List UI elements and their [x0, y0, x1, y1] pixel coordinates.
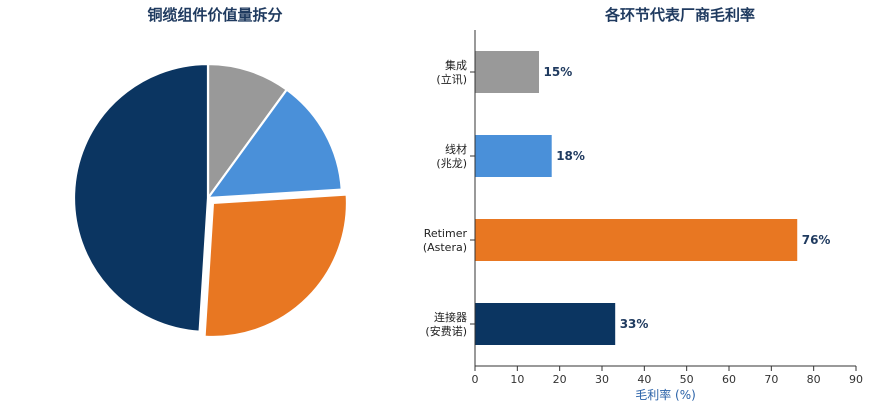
pie-slice-4: [72, 62, 210, 333]
pie-chart: [72, 62, 349, 339]
bar-4: [475, 303, 616, 345]
category-label: 集成: [445, 58, 467, 72]
bar-3: [475, 219, 798, 261]
bar-chart-title: 各环节代表厂商毛利率: [604, 6, 755, 24]
x-tick-label: 80: [807, 373, 821, 386]
x-tick-label: 50: [680, 373, 694, 386]
pie-chart-title: 铜缆组件价值量拆分: [147, 6, 283, 24]
category-label: Retimer: [424, 227, 468, 240]
x-tick-label: 90: [849, 373, 863, 386]
category-sublabel: (安费诺): [425, 324, 467, 338]
x-tick-label: 10: [510, 373, 524, 386]
category-sublabel: (Astera): [423, 241, 467, 254]
x-tick-label: 70: [764, 373, 778, 386]
data-label: 33%: [620, 317, 649, 331]
data-label: 76%: [802, 233, 831, 247]
x-axis-label: 毛利率 (%): [635, 387, 696, 402]
category-label: 线材: [445, 142, 467, 156]
x-tick-label: 30: [595, 373, 609, 386]
x-tick-label: 0: [472, 373, 479, 386]
pie-slice-3: [203, 193, 349, 339]
data-label: 15%: [544, 65, 573, 79]
category-label: 连接器: [434, 311, 467, 324]
data-label: 18%: [556, 149, 585, 163]
category-sublabel: (兆龙): [436, 157, 467, 170]
bar-2: [475, 135, 552, 177]
x-tick-label: 40: [637, 373, 651, 386]
bar-1: [475, 51, 539, 93]
category-sublabel: (立讯): [436, 72, 467, 86]
x-tick-label: 60: [722, 373, 736, 386]
x-tick-label: 20: [553, 373, 567, 386]
pie-slice-1: [206, 62, 288, 200]
pie-slice-2: [206, 88, 343, 200]
bar-chart: 0 10 20 30 40 50 60 70 80 90 毛利率 (%) 15% 集成(立讯) 18% 线材…: [423, 30, 863, 402]
